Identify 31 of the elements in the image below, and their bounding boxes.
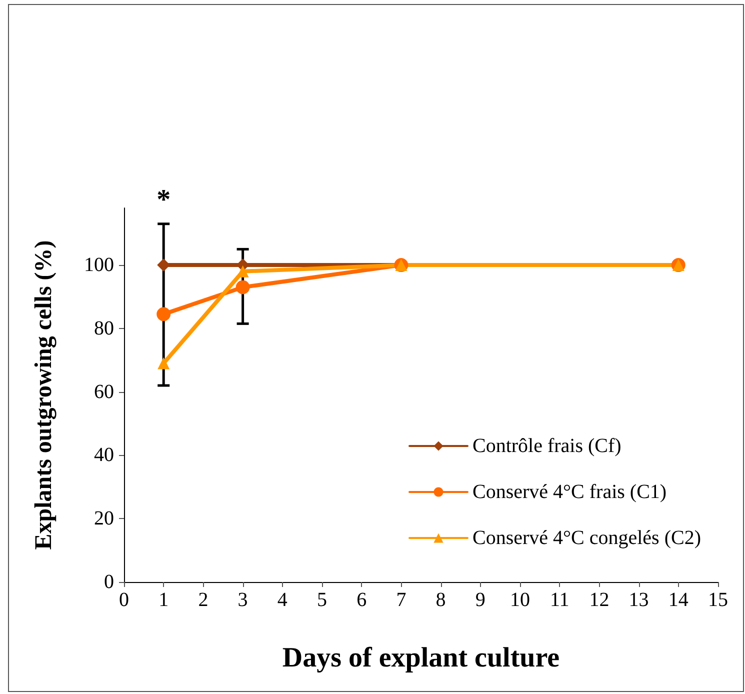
x-tick-label: 11 <box>550 589 570 611</box>
x-tick-label: 2 <box>198 589 208 611</box>
x-tick-label: 6 <box>356 589 367 611</box>
x-tick-label: 12 <box>589 589 610 611</box>
x-tick-label: 5 <box>317 589 327 611</box>
y-tick-label: 80 <box>94 317 114 340</box>
x-tick-label: 0 <box>119 589 129 611</box>
y-tick-label: 40 <box>94 444 114 466</box>
x-tick-label: 3 <box>238 589 248 611</box>
x-tick-label: 4 <box>277 589 288 611</box>
x-tick-label: 13 <box>628 589 649 611</box>
x-tick-label: 10 <box>510 589 530 611</box>
y-tick-label: 100 <box>84 254 114 276</box>
x-tick-label: 15 <box>708 589 728 611</box>
point <box>236 280 250 294</box>
x-axis-title: Days of explant culture <box>282 642 560 674</box>
point <box>158 357 170 370</box>
legend-label: Conservé 4°C frais (C1) <box>472 481 667 503</box>
legend-label: Conservé 4°C congelés (C2) <box>472 527 702 549</box>
x-tick-label: 14 <box>668 589 688 611</box>
y-axis-title: Explants outgrowing cells (%) <box>31 240 57 550</box>
point <box>156 307 171 322</box>
x-tick-label: 7 <box>396 589 406 611</box>
y-tick-label: 20 <box>94 508 114 530</box>
x-tick-label: 8 <box>436 589 446 611</box>
y-tick-label: 60 <box>94 380 114 403</box>
x-tick-label: 1 <box>158 589 169 611</box>
y-tick-label: 0 <box>104 571 114 593</box>
annotation: * <box>156 184 171 216</box>
x-tick-label: 9 <box>475 589 486 611</box>
legend-label: Contrôle frais (Cf) <box>472 435 622 457</box>
